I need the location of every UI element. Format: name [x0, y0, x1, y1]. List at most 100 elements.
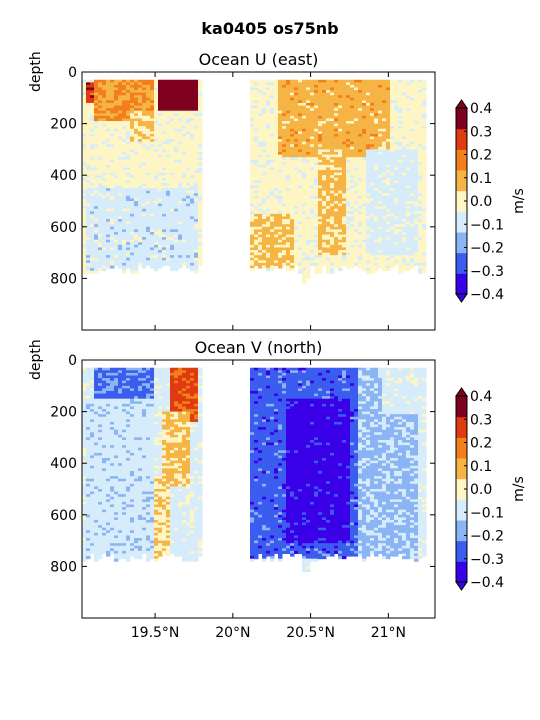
heatmap-cell [302, 242, 307, 246]
heatmap-cell [198, 126, 203, 130]
heatmap-cell [98, 211, 103, 215]
heatmap-cell [298, 115, 303, 119]
heatmap-cell [298, 108, 303, 112]
heatmap-cell [98, 201, 103, 205]
heatmap-cell [122, 208, 127, 212]
heatmap-cell [126, 219, 131, 223]
heatmap-cell [398, 175, 403, 179]
heatmap-cell [166, 255, 171, 259]
heatmap-cell [394, 133, 399, 137]
heatmap-cell [346, 170, 351, 174]
heatmap-cell [98, 105, 103, 109]
heatmap-cell [158, 167, 163, 171]
heatmap-cell [354, 213, 359, 217]
heatmap-cell [354, 260, 359, 264]
heatmap-cell [286, 219, 291, 223]
heatmap-cell [146, 133, 151, 137]
heatmap-cell [114, 221, 119, 225]
heatmap-cell [254, 131, 259, 135]
heatmap-cell [194, 185, 199, 189]
heatmap-cell [90, 84, 95, 88]
heatmap-cell [282, 260, 287, 264]
heatmap-cell [86, 180, 91, 184]
heatmap-cell [178, 190, 183, 194]
heatmap-cell [138, 90, 143, 94]
heatmap-cell [194, 182, 199, 187]
heatmap-cell [262, 79, 267, 83]
heatmap-cell [382, 167, 387, 171]
heatmap-cell [282, 162, 287, 166]
heatmap-cell [382, 190, 387, 194]
heatmap-cell [142, 198, 147, 202]
heatmap-cell [286, 110, 291, 114]
heatmap-cell [126, 237, 131, 241]
heatmap-cell [178, 90, 183, 94]
heatmap-cell [274, 115, 279, 119]
heatmap-cell [90, 170, 95, 174]
heatmap-cell [82, 193, 87, 197]
heatmap-cell [178, 172, 183, 176]
heatmap-cell [346, 133, 351, 137]
heatmap-cell [382, 242, 387, 246]
heatmap-cell [254, 262, 259, 266]
heatmap-cell [130, 252, 135, 256]
heatmap-cell [282, 82, 287, 86]
heatmap-cell [394, 180, 399, 184]
heatmap-cell [390, 190, 395, 194]
heatmap-cell [286, 177, 291, 181]
heatmap-cell [294, 144, 299, 148]
heatmap-cell [282, 224, 287, 228]
heatmap-cell [134, 131, 139, 135]
heatmap-cell [362, 164, 367, 168]
heatmap-cell [174, 195, 179, 199]
heatmap-cell [170, 198, 175, 202]
heatmap-cell [130, 203, 135, 207]
heatmap-cell [350, 190, 355, 194]
heatmap-cell [354, 136, 359, 140]
heatmap-cell [126, 95, 131, 99]
heatmap-cell [346, 126, 351, 130]
heatmap-cell [102, 151, 107, 156]
heatmap-cell [350, 226, 355, 230]
heatmap-cell [370, 126, 375, 130]
heatmap-cell [190, 95, 195, 99]
heatmap-cell [94, 250, 99, 254]
heatmap-cell [334, 131, 339, 135]
heatmap-cell [370, 224, 375, 228]
heatmap-cell [154, 133, 159, 137]
heatmap-cell [358, 208, 363, 212]
heatmap-cell [82, 105, 87, 109]
heatmap-cell [82, 128, 87, 132]
heatmap-cell [394, 188, 399, 192]
heatmap-cell [394, 82, 399, 86]
heatmap-cell [190, 105, 195, 109]
heatmap-cell [278, 216, 283, 220]
heatmap-cell [250, 144, 255, 148]
heatmap-cell [366, 188, 371, 192]
heatmap-cell [94, 190, 99, 194]
heatmap-cell [106, 87, 111, 91]
heatmap-cell [366, 102, 371, 107]
heatmap-cell [170, 250, 175, 254]
heatmap-cell [286, 262, 291, 266]
heatmap-cell [122, 144, 127, 148]
heatmap-cell [318, 92, 323, 96]
heatmap-cell [266, 87, 271, 91]
heatmap-cell [262, 262, 267, 266]
heatmap-cell [386, 219, 391, 223]
heatmap-cell [266, 146, 271, 150]
heatmap-cell [306, 257, 311, 261]
heatmap-cell [318, 136, 323, 140]
heatmap-cell [122, 90, 127, 94]
heatmap-cell [326, 92, 331, 96]
heatmap-cell [258, 198, 263, 202]
heatmap-cell [370, 175, 375, 179]
heatmap-cell [298, 79, 303, 83]
heatmap-cell [110, 131, 115, 135]
heatmap-cell [98, 237, 103, 241]
heatmap-cell [142, 206, 147, 210]
heatmap-cell [362, 229, 367, 233]
heatmap-cell [346, 231, 351, 236]
heatmap-cell [250, 198, 255, 202]
heatmap-cell [146, 211, 151, 215]
